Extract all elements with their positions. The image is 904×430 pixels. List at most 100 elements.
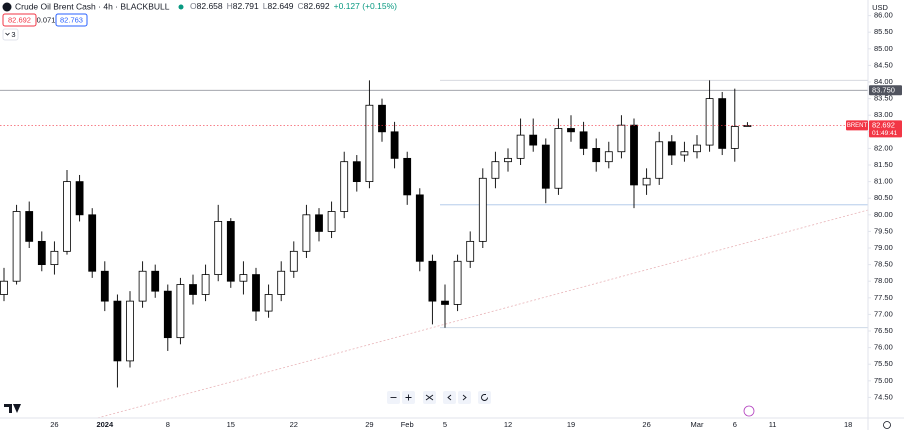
spread: 0.071	[37, 15, 56, 24]
tv-logo[interactable]	[4, 404, 21, 413]
change: +0.127 (+0.15%)	[334, 1, 397, 11]
bid-price: 82.692	[8, 15, 31, 24]
candle-body	[0, 280, 8, 295]
candle-body	[252, 274, 260, 312]
ohlc-label: H	[227, 1, 233, 11]
scroll-right[interactable]	[458, 391, 471, 404]
y-tick-label: 83.00	[874, 110, 893, 119]
x-tick-label: 8	[166, 420, 170, 429]
candle-body	[567, 128, 575, 133]
candle-body	[25, 211, 34, 242]
candle-body	[201, 274, 210, 295]
y-tick-label: 84.50	[874, 60, 893, 69]
zoom-toolbar	[387, 391, 491, 404]
y-tick-label: 81.00	[874, 177, 893, 186]
candle-body	[352, 161, 361, 183]
countdown: 01:49:41	[872, 130, 898, 137]
candle-body	[554, 128, 563, 189]
y-tick-label: 84.00	[874, 77, 893, 86]
candle-body	[327, 211, 336, 232]
candle-body	[667, 141, 676, 156]
candle-body	[264, 294, 273, 312]
ask-price: 82.763	[60, 15, 83, 24]
candle-body	[403, 157, 412, 196]
candle-body	[516, 134, 525, 159]
indicator-toggle[interactable]	[2, 28, 19, 41]
candle-body	[75, 181, 84, 216]
candle-body	[163, 290, 172, 339]
candle-body	[126, 300, 134, 362]
candle-body	[100, 270, 109, 302]
y-tick-label: 85.50	[874, 27, 893, 36]
y-tick-label: 76.50	[874, 326, 893, 335]
candle-body	[617, 124, 626, 153]
y-tick-label: 76.00	[874, 343, 893, 352]
y-tick-label: 74.50	[874, 392, 893, 401]
candle-body	[176, 284, 185, 339]
x-tick-label: 26	[50, 420, 58, 429]
ask-box[interactable]	[55, 13, 88, 27]
candle-body	[315, 214, 323, 232]
y-tick-label: 81.50	[874, 160, 893, 169]
candle-body	[428, 260, 437, 302]
price-badge	[869, 120, 902, 138]
candle-body	[151, 270, 160, 292]
y-tick-label: 83.50	[874, 94, 893, 103]
bid-box[interactable]	[2, 13, 37, 27]
candle-body	[302, 214, 311, 252]
symbol-icon	[2, 2, 12, 12]
candle-body	[189, 284, 197, 295]
price-badge-value: 82.692	[872, 120, 895, 129]
candle-body	[138, 270, 147, 302]
candle-body	[415, 194, 424, 262]
symbol-label: BRENT	[847, 123, 868, 129]
right-icon	[462, 394, 467, 401]
candle-body	[37, 240, 46, 266]
y-tick-label: 75.50	[874, 359, 893, 368]
scroll-left[interactable]	[443, 391, 456, 404]
replay-icon[interactable]	[743, 405, 755, 417]
y-tick-label: 85.00	[874, 44, 893, 53]
candle-body	[12, 211, 21, 282]
reset-chart[interactable]	[478, 391, 491, 404]
settings-icon[interactable]	[883, 421, 891, 429]
chevron-icon	[5, 32, 10, 36]
candle-body	[592, 148, 601, 163]
candle-body	[743, 125, 752, 127]
y-tick-label: 79.00	[874, 243, 893, 252]
x-tick-label: 19	[567, 420, 575, 429]
candle-body	[680, 151, 689, 156]
x-tick-label: 22	[290, 420, 298, 429]
x-tick-label: 12	[504, 420, 512, 429]
plus-icon	[405, 394, 412, 401]
x-tick-label: 11	[769, 420, 777, 429]
candle-body	[378, 104, 386, 133]
left-icon	[447, 394, 452, 401]
ohlc-value: 82.692	[304, 1, 330, 11]
price-line-badge	[869, 85, 902, 96]
currency[interactable]: USD	[872, 3, 888, 12]
symbol-title[interactable]: Crude Oil Brent Cash · 4h · BLACKBULL	[15, 1, 170, 11]
y-tick-label: 78.50	[874, 260, 893, 269]
ohlc-value: 82.649	[268, 1, 294, 11]
candle-body	[226, 221, 235, 282]
ohlc-value: 82.791	[233, 1, 259, 11]
y-tick-label: 86.00	[874, 11, 893, 20]
price-line-label: 83.750	[872, 85, 895, 94]
candle-body	[604, 151, 613, 163]
x-tick-label: 2024	[96, 420, 114, 429]
indicator-count: 3	[11, 30, 15, 39]
x-tick-label: 5	[443, 420, 447, 429]
candle-body	[113, 300, 122, 362]
y-tick-label: 79.50	[874, 226, 893, 235]
y-tick-label: 77.50	[874, 293, 893, 302]
candle-body	[441, 300, 449, 305]
x-tick-label: 6	[733, 420, 737, 429]
candle-body	[491, 161, 500, 179]
market-status	[178, 4, 184, 10]
candle-body	[693, 144, 701, 153]
reset-icon	[425, 394, 434, 401]
candle-body	[579, 131, 588, 149]
